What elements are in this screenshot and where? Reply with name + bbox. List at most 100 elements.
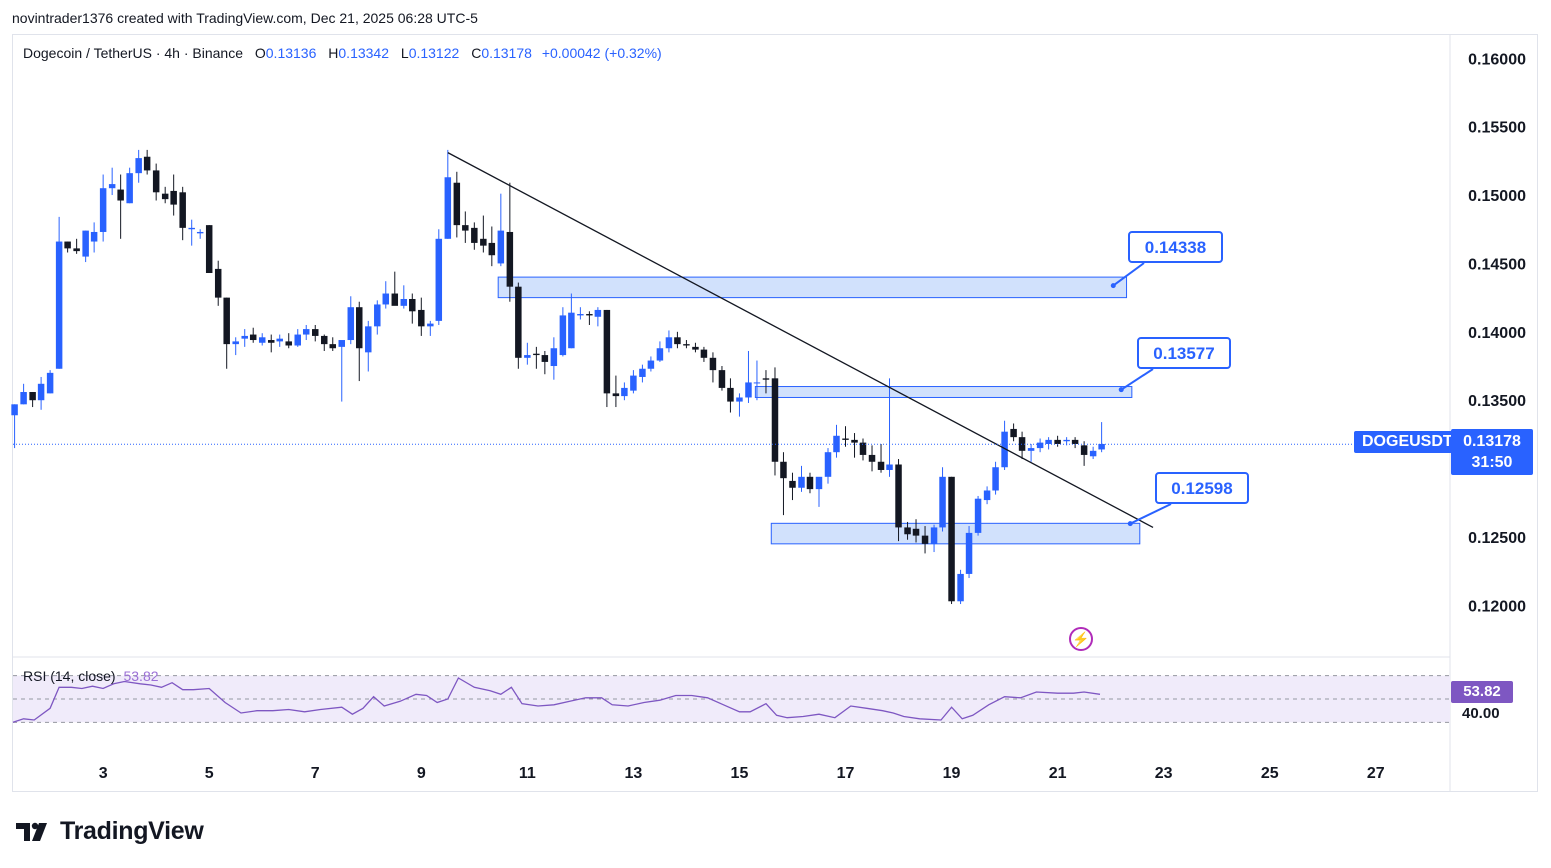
candle-122 <box>1089 446 1097 460</box>
candle-110 <box>983 486 991 505</box>
candle-body <box>285 341 292 346</box>
candle-3 <box>37 376 45 410</box>
candle-46 <box>418 297 425 336</box>
low-value: 0.13122 <box>408 45 460 61</box>
candle-body <box>833 435 840 453</box>
rsi-legend[interactable]: RSI (14, close) 53.82 <box>23 668 159 684</box>
candle-54 <box>488 226 496 267</box>
candle-56 <box>506 182 514 302</box>
callout-0-12598[interactable]: 0.12598 <box>1155 472 1249 504</box>
symbol-legend[interactable]: Dogecoin / TetherUS · 4h · Binance O0.13… <box>23 45 662 61</box>
candle-body <box>170 190 177 205</box>
candle-body <box>594 309 602 317</box>
candle-85 <box>762 370 770 394</box>
candle-body <box>639 368 646 377</box>
candle-74 <box>665 330 673 353</box>
time-axis: 3 5 7 9 11 13 15 17 19 21 23 25 27 <box>99 765 1385 782</box>
candle-body <box>586 314 593 316</box>
candle-91 <box>815 476 823 507</box>
time-tick-label: 11 <box>519 765 536 782</box>
candle-108 <box>965 526 973 579</box>
zones-layer <box>497 276 1141 545</box>
bar-countdown: 31:50 <box>1471 454 1513 471</box>
candle-47 <box>427 320 434 336</box>
candle-body <box>90 231 98 242</box>
candle-body <box>762 378 770 380</box>
candle-body <box>727 387 734 402</box>
candle-112 <box>1001 420 1008 470</box>
candle-body <box>117 189 124 201</box>
candle-72 <box>647 356 655 372</box>
candle-body <box>824 452 832 477</box>
tradingview-wordmark: TradingView <box>60 817 204 845</box>
candle-58 <box>524 342 531 365</box>
candle-body <box>400 298 408 306</box>
candle-35 <box>321 334 328 351</box>
candle-body <box>603 309 611 394</box>
candle-99 <box>886 378 893 477</box>
candle-body <box>753 382 761 384</box>
callout-0-13577[interactable]: 0.13577 <box>1137 337 1231 369</box>
candle-88 <box>789 472 796 501</box>
candle-body <box>692 346 699 350</box>
rsi-label[interactable]: RSI (14, close) <box>23 668 116 684</box>
candle-63 <box>568 293 575 349</box>
candle-body <box>223 297 230 345</box>
candle-23 <box>214 260 222 306</box>
symbol-title[interactable]: Dogecoin / TetherUS · 4h · Binance <box>23 45 243 61</box>
candle-22 <box>205 225 213 274</box>
candle-body <box>82 230 89 257</box>
candle-113 <box>1010 423 1017 442</box>
candle-8 <box>82 230 89 263</box>
candle-51 <box>462 211 469 243</box>
high-value: 0.13342 <box>338 45 389 61</box>
change-value: +0.00042 (+0.32%) <box>541 45 662 61</box>
candle-109 <box>974 495 982 536</box>
candle-body <box>665 337 673 349</box>
candle-95 <box>851 433 858 458</box>
candle-103 <box>921 526 929 554</box>
candle-6 <box>64 241 71 253</box>
candle-body <box>798 476 805 488</box>
candle-44 <box>400 285 408 309</box>
candle-87 <box>780 452 787 516</box>
price-tick-label: 0.12000 <box>1468 598 1526 615</box>
candle-body <box>108 184 116 189</box>
candle-2 <box>29 392 36 408</box>
rsi-line <box>12 677 1101 723</box>
candle-24 <box>223 297 230 369</box>
candle-body <box>37 383 45 401</box>
callout-0-14338[interactable]: 0.14338 <box>1128 231 1223 263</box>
candle-body <box>1027 448 1035 451</box>
candle-body <box>674 337 681 345</box>
candle-body <box>886 464 893 470</box>
price-tick-label: 0.14500 <box>1468 256 1526 273</box>
candle-94 <box>842 426 849 447</box>
candle-body <box>912 528 920 536</box>
candle-body <box>480 238 487 246</box>
candle-73 <box>656 341 664 362</box>
candle-body <box>152 170 160 193</box>
candle-62 <box>559 307 567 357</box>
candle-32 <box>294 329 301 347</box>
time-tick-label: 17 <box>837 765 855 782</box>
candle-97 <box>868 445 876 472</box>
tradingview-logo[interactable]: TradingView <box>14 817 204 846</box>
candle-86 <box>771 367 779 476</box>
time-tick-label: 23 <box>1155 765 1173 782</box>
candle-13 <box>126 167 133 204</box>
candle-43 <box>391 271 399 306</box>
rsi-band <box>13 675 1450 723</box>
lightning-icon[interactable]: ⚡ <box>1069 627 1093 651</box>
callout-pointer-1 <box>1120 368 1154 391</box>
candle-body <box>965 532 973 574</box>
symbol-price-tag: DOGEUSDT <box>1354 431 1461 453</box>
candle-body <box>533 353 540 356</box>
candle-body <box>771 378 779 462</box>
candle-body <box>20 392 27 405</box>
candle-25 <box>232 337 239 356</box>
candle-107 <box>957 569 964 605</box>
candle-body <box>365 326 372 353</box>
candle-106 <box>948 476 955 605</box>
